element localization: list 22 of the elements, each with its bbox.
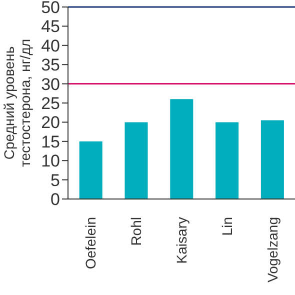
bar bbox=[216, 122, 239, 199]
bar bbox=[260, 120, 284, 199]
y-axis-title: Средний уровень тестостерона, нг/дл bbox=[1, 38, 33, 168]
y-tick-label: 35 bbox=[41, 56, 60, 75]
y-tick-label: 20 bbox=[41, 113, 60, 132]
x-tick-label: Oefelein bbox=[82, 217, 99, 270]
x-tick-label: Vogelzang bbox=[264, 217, 280, 282]
y-tick-label: 15 bbox=[41, 132, 60, 152]
y-tick-label: 0 bbox=[50, 190, 60, 210]
x-tick-label: Lin bbox=[218, 217, 235, 236]
y-tick-label: 25 bbox=[41, 94, 60, 114]
y-tick-label: 30 bbox=[41, 74, 60, 94]
y-tick-label: 45 bbox=[41, 17, 60, 36]
y-tick-label: 5 bbox=[50, 170, 60, 190]
bar bbox=[124, 122, 148, 199]
bar bbox=[79, 141, 102, 199]
y-tick-label: 50 bbox=[41, 0, 60, 18]
y-tick-label: 10 bbox=[41, 152, 60, 171]
x-tick-label: Kaisary bbox=[174, 217, 190, 264]
y-tick-label: 40 bbox=[41, 36, 60, 56]
x-tick-label: Rohl bbox=[128, 217, 144, 246]
bar bbox=[170, 99, 194, 199]
